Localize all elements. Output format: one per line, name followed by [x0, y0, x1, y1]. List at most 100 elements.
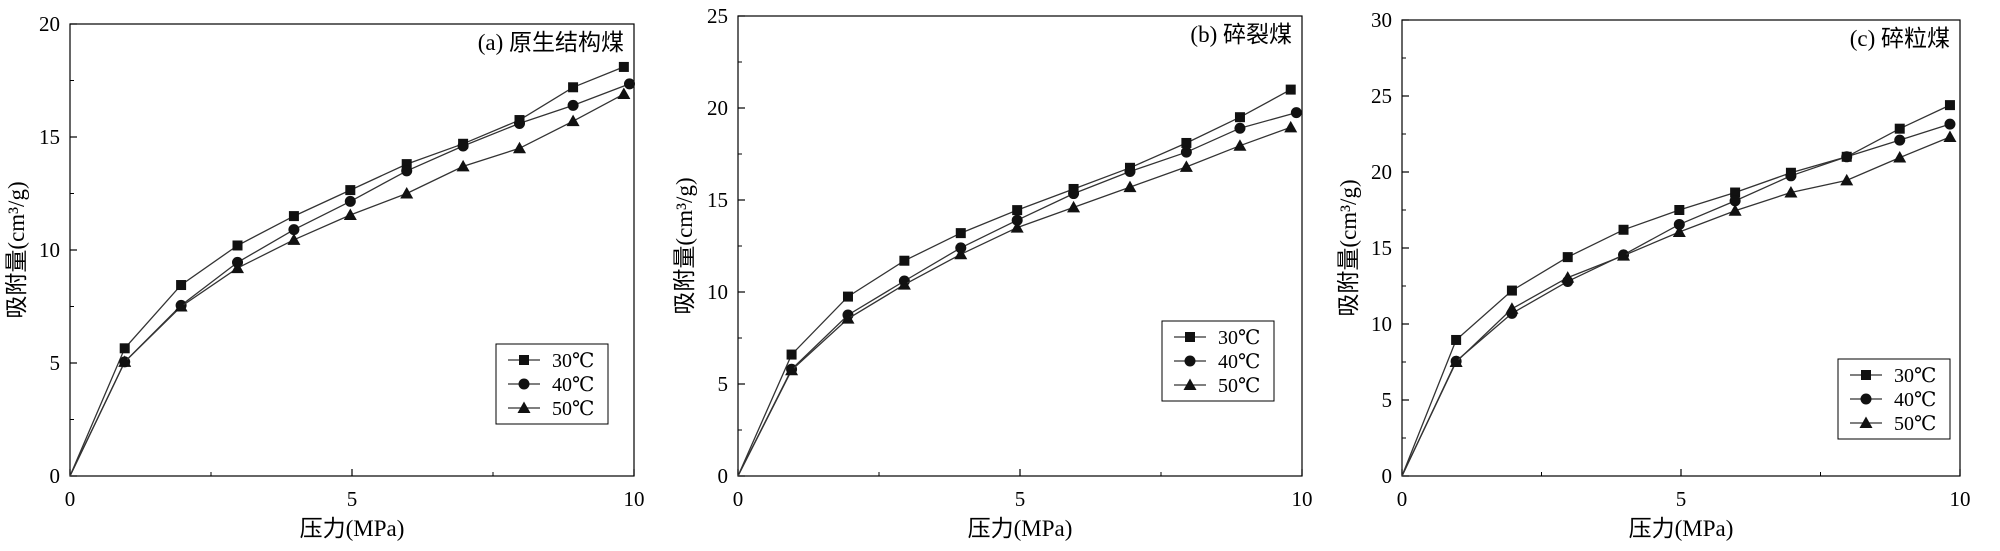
data-point: [1561, 271, 1575, 283]
chart-panel-2: 0 5 10 15 20 25 0 5 10 压力(MPa) 吸附量(cm³/g) (b) 碎裂煤 30…: [672, 4, 1313, 541]
x-tick-label: 0: [1397, 487, 1408, 511]
data-point: [785, 363, 799, 376]
data-point: [897, 278, 911, 290]
data-point: [786, 349, 797, 360]
data-point: [1505, 302, 1519, 314]
chart-panel-3: 0 5 10 15 20 25 30 0 5 10 压力(MPa) 吸附量(cm³/g) (c) 碎粒煤…: [1336, 8, 1971, 541]
data-point: [623, 78, 635, 90]
data-point: [1285, 84, 1296, 95]
data-point: [1123, 180, 1137, 193]
y-tick-label: 5: [50, 351, 61, 375]
y-axis-label: 吸附量(cm³/g): [1336, 179, 1361, 316]
y-tick-label: 25: [1371, 84, 1392, 108]
y-tick-label: 20: [707, 96, 728, 120]
x-axis-label: 压力(MPa): [968, 516, 1073, 541]
series-3: [1401, 130, 1957, 477]
data-point: [174, 300, 188, 312]
data-point: [288, 211, 299, 222]
data-point: [1943, 130, 1957, 143]
data-point: [232, 240, 243, 251]
data-point: [513, 141, 527, 154]
data-point: [1894, 134, 1906, 146]
data-point: [1449, 355, 1463, 367]
data-point: [1894, 123, 1905, 134]
data-point: [568, 82, 579, 93]
data-point: [1840, 173, 1854, 186]
legend-label: 50℃: [1894, 413, 1936, 435]
data-point: [1290, 107, 1302, 119]
series-1: [737, 84, 1296, 477]
data-point: [1506, 285, 1517, 296]
y-tick-label: 20: [39, 12, 60, 36]
y-tick-label: 15: [1371, 236, 1392, 260]
y-tick-label: 10: [707, 280, 728, 304]
series-line: [737, 111, 1297, 477]
data-point: [1784, 186, 1798, 198]
legend-marker: [1183, 378, 1197, 390]
data-point: [567, 99, 579, 111]
series-2: [737, 107, 1302, 477]
data-point: [954, 247, 968, 260]
y-tick-label: 15: [39, 125, 60, 149]
y-tick-label: 15: [707, 188, 728, 212]
data-point: [118, 355, 132, 367]
x-axis-label: 压力(MPa): [300, 516, 405, 541]
data-point: [1728, 204, 1742, 216]
x-tick-label: 5: [1015, 487, 1026, 511]
data-point: [1674, 205, 1685, 215]
x-tick-label: 0: [733, 487, 744, 511]
legend-label: 40℃: [1894, 389, 1936, 411]
legend-label: 50℃: [1218, 375, 1260, 397]
data-point: [1893, 151, 1907, 163]
legend-label: 30℃: [1894, 365, 1936, 387]
legend-marker: [1860, 393, 1872, 405]
data-point: [618, 61, 629, 72]
legend-marker: [517, 401, 531, 413]
panel-title: (a) 原生结构煤: [478, 30, 624, 55]
data-point: [1785, 170, 1797, 182]
data-point: [1180, 146, 1192, 158]
data-point: [841, 312, 855, 324]
legend-label: 30℃: [1218, 327, 1260, 349]
legend-marker: [1861, 370, 1871, 380]
legend-marker: [518, 378, 530, 390]
legend: 30℃40℃50℃: [1837, 358, 1951, 440]
data-point: [1562, 252, 1573, 263]
x-tick-label: 5: [347, 487, 358, 511]
data-point: [1729, 195, 1741, 207]
panel-title: (b) 碎裂煤: [1190, 22, 1292, 47]
data-point: [1673, 218, 1685, 230]
legend-label: 40℃: [1218, 351, 1260, 373]
data-point: [456, 159, 470, 172]
data-point: [119, 343, 130, 354]
data-point: [1617, 249, 1631, 261]
legend-label: 50℃: [552, 398, 594, 420]
x-axis-label: 压力(MPa): [1629, 516, 1734, 541]
data-point: [1944, 100, 1955, 111]
data-point: [566, 114, 580, 127]
x-tick-label: 10: [624, 487, 645, 511]
data-point: [344, 195, 356, 207]
plot-frame: [737, 15, 1303, 477]
data-point: [1841, 151, 1853, 163]
y-tick-label: 10: [1371, 312, 1392, 336]
y-tick-label: 0: [50, 464, 61, 488]
legend-label: 40℃: [552, 374, 594, 396]
data-point: [231, 261, 245, 274]
y-tick-label: 25: [707, 4, 728, 28]
data-point: [1179, 160, 1193, 172]
data-point: [617, 87, 631, 100]
legend-marker: [1185, 332, 1195, 342]
data-point: [1010, 221, 1024, 233]
data-point: [457, 140, 469, 152]
y-tick-label: 0: [1382, 464, 1393, 488]
data-point: [1233, 139, 1247, 151]
x-tick-label: 10: [1950, 487, 1971, 511]
y-tick-label: 30: [1371, 8, 1392, 32]
data-point: [401, 159, 412, 170]
data-point: [343, 208, 357, 220]
legend: 30℃40℃50℃: [1161, 320, 1275, 402]
data-point: [287, 233, 301, 245]
data-point: [955, 228, 966, 239]
